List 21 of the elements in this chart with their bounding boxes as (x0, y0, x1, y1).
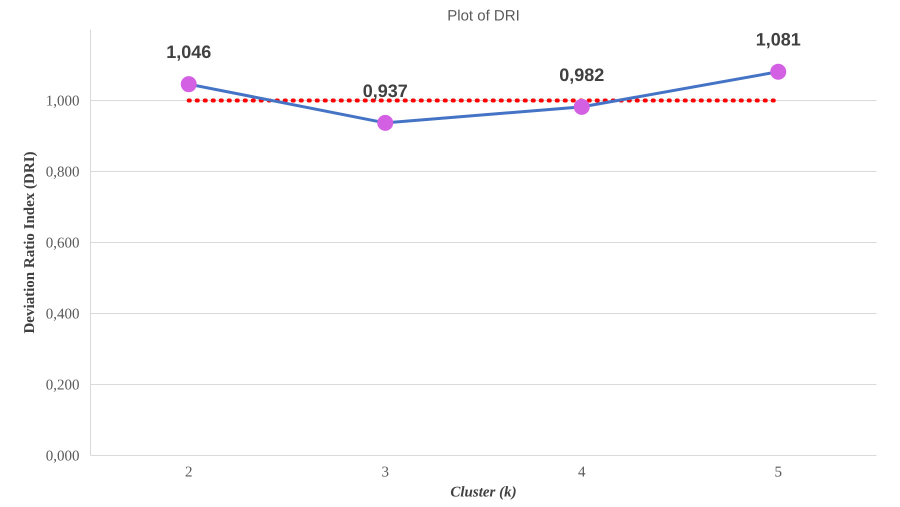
data-label: 1,081 (756, 30, 801, 50)
x-tick-label: 4 (578, 464, 586, 480)
y-axis-title: Deviation Ratio Index (DRI) (22, 151, 38, 334)
y-tick-label: 1,000 (46, 94, 80, 110)
point (377, 114, 394, 131)
point (574, 98, 590, 115)
data-label: 1,046 (166, 42, 212, 62)
y-tick-label: 0,600 (46, 236, 80, 252)
x-tick-label: 5 (774, 464, 782, 480)
x-tick-label: 2 (185, 464, 192, 480)
chart-title: Plot of DRI (447, 8, 520, 24)
y-tick-label: 0,800 (46, 164, 80, 180)
data-label: 0,982 (559, 64, 604, 85)
y-tick-label: 0,400 (46, 306, 80, 322)
y-tick-label: 0,200 (46, 378, 80, 394)
x-tick-label: 3 (382, 464, 389, 480)
point (770, 64, 786, 80)
point (180, 76, 197, 92)
y-tick-label: 0,000 (46, 448, 80, 464)
data-label: 0,937 (362, 80, 408, 101)
x-axis-title: Cluster (k) (450, 484, 517, 500)
